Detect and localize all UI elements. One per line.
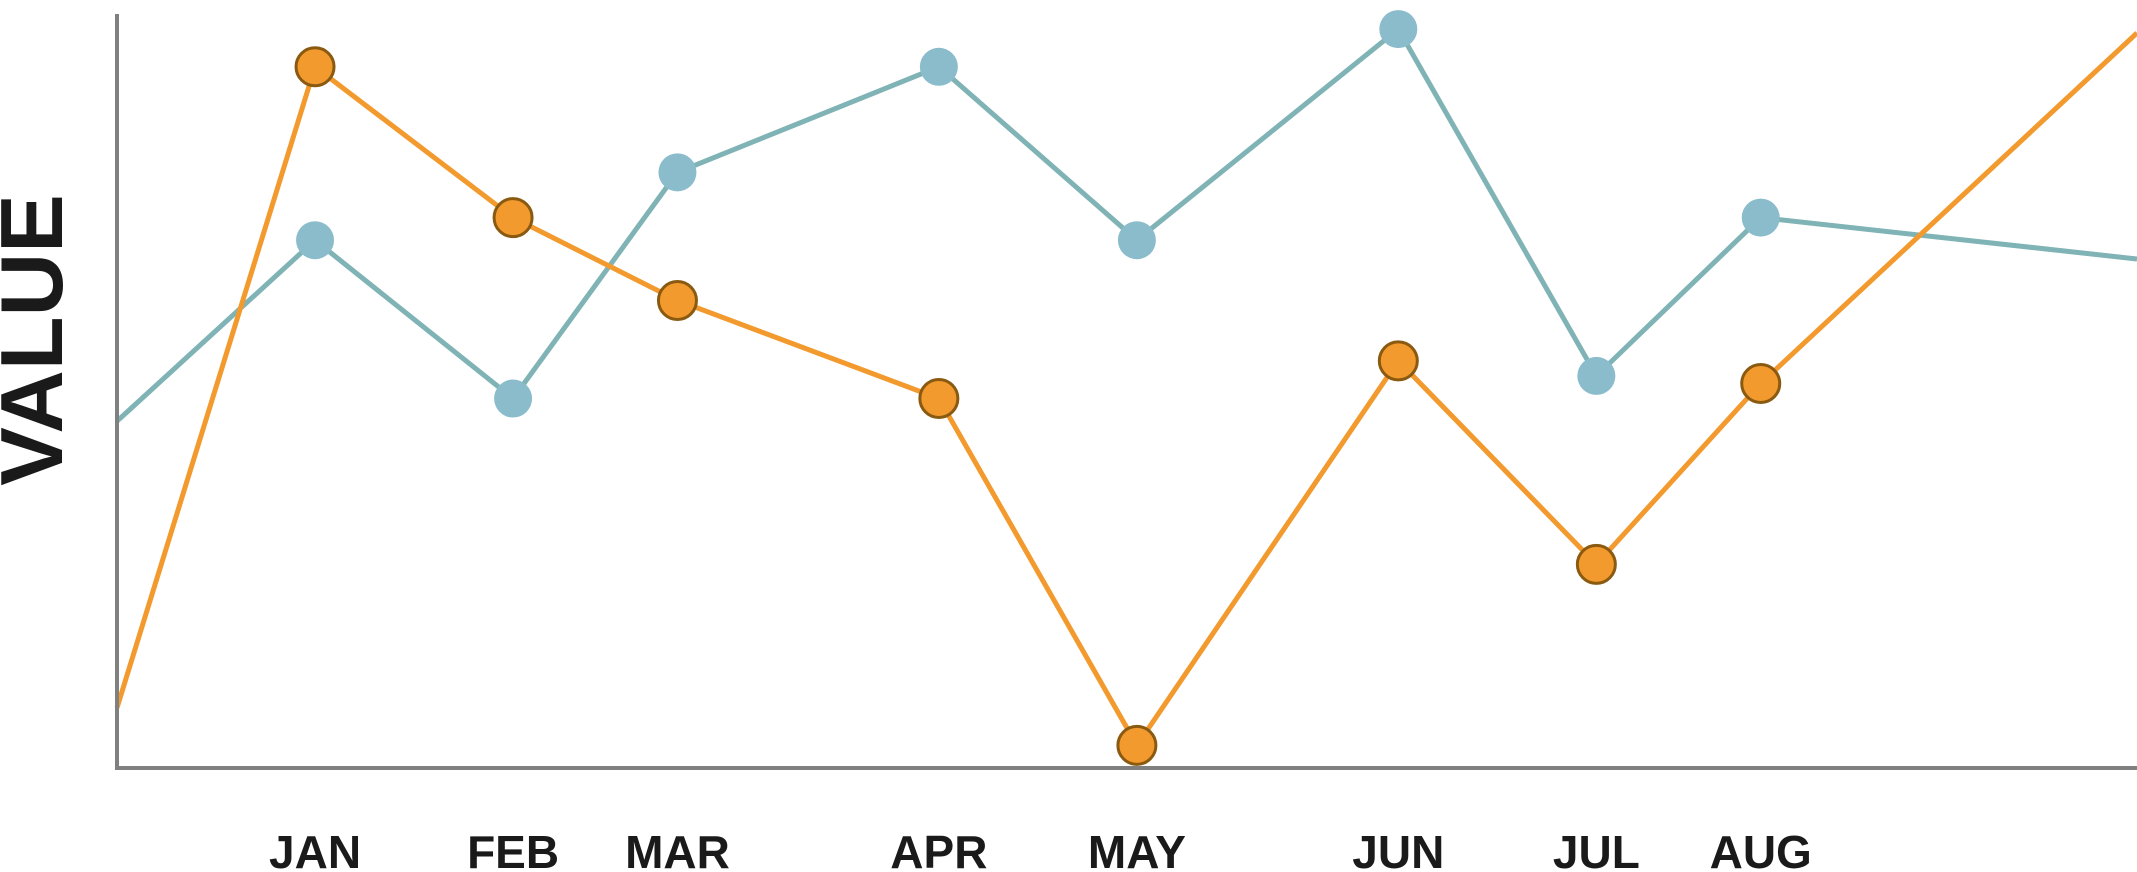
series-1-point-aug (1741, 198, 1780, 237)
series-1-point-jun (1379, 10, 1418, 49)
series-2-point-jan (294, 46, 336, 88)
y-axis-label: VALUE (0, 194, 81, 486)
x-tick-label-feb: FEB (467, 826, 559, 872)
x-tick-label-jul: JUL (1553, 826, 1640, 872)
x-tick-label-aug: AUG (1710, 826, 1812, 872)
x-tick-label-may: MAY (1088, 826, 1186, 872)
series-2-point-mar (656, 280, 698, 322)
series-1-line (115, 25, 2137, 424)
x-tick-label-jun: JUN (1352, 826, 1444, 872)
series-2-point-may (1116, 724, 1158, 766)
series-1-point-jan (296, 221, 335, 260)
series-2-point-jul (1575, 543, 1617, 585)
series-2-point-feb (492, 197, 534, 239)
series-1-point-mar (658, 153, 697, 192)
x-tick-label-jan: JAN (269, 826, 361, 872)
series-2-line (114, 31, 2137, 751)
series-1-point-apr (919, 47, 958, 86)
series-1-point-may (1117, 221, 1156, 260)
series-2-point-jun (1377, 340, 1419, 382)
series-layer (114, 10, 2137, 766)
series-1-point-jul (1577, 356, 1616, 395)
series-1-point-feb (494, 379, 533, 418)
x-tick-label-apr: APR (890, 826, 987, 872)
x-tick-label-mar: MAR (625, 826, 730, 872)
series-2-point-apr (918, 378, 960, 420)
x-tick-labels: JAN FEB MAR APR MAY JUN JUL AUG (269, 826, 1812, 872)
series-2-point-aug (1740, 362, 1782, 404)
